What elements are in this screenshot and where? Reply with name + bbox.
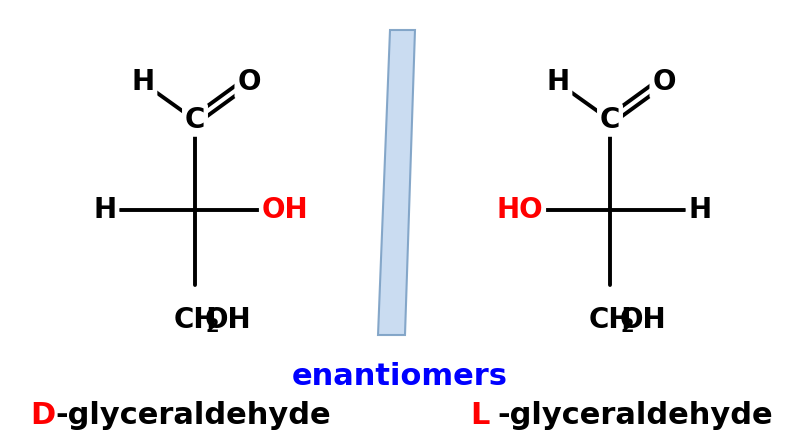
Text: 2: 2 — [620, 317, 634, 335]
Text: H: H — [131, 68, 155, 96]
Text: D: D — [30, 401, 55, 429]
Text: 2: 2 — [205, 317, 219, 335]
Text: OH: OH — [262, 196, 308, 224]
Text: C: C — [600, 106, 620, 134]
Text: enantiomers: enantiomers — [292, 362, 508, 391]
Text: -glyceraldehyde: -glyceraldehyde — [497, 401, 773, 429]
Text: O: O — [237, 68, 261, 96]
Text: OH: OH — [620, 306, 666, 334]
Text: -glyceraldehyde: -glyceraldehyde — [55, 401, 331, 429]
Text: HO: HO — [497, 196, 543, 224]
Text: C: C — [185, 106, 205, 134]
Text: CH: CH — [173, 306, 217, 334]
Text: H: H — [546, 68, 570, 96]
Text: O: O — [652, 68, 676, 96]
Polygon shape — [378, 30, 415, 335]
Text: CH: CH — [588, 306, 632, 334]
Text: OH: OH — [205, 306, 252, 334]
Text: H: H — [94, 196, 117, 224]
Text: L: L — [470, 401, 489, 429]
Text: H: H — [688, 196, 711, 224]
